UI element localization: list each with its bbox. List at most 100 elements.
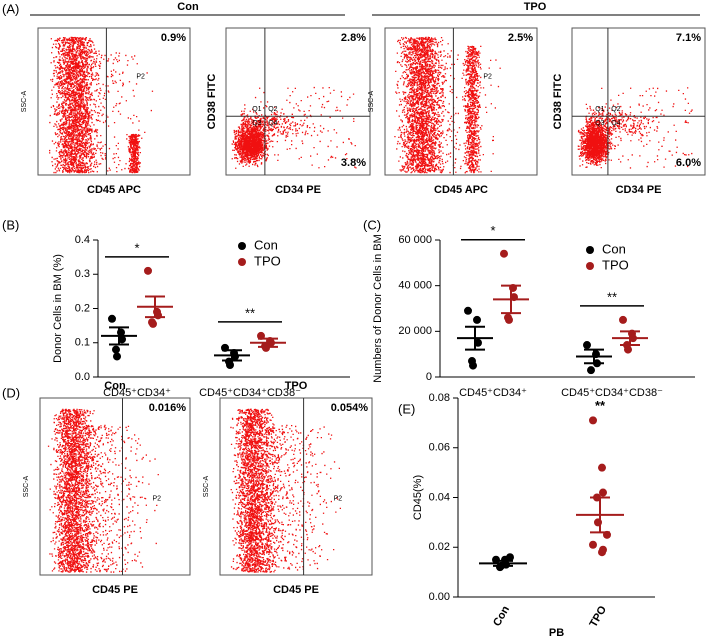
data-point	[583, 341, 591, 350]
data-point	[624, 345, 632, 354]
plot-title: Con	[104, 380, 126, 392]
data-point	[469, 361, 477, 370]
y-tick-label: 0.3	[75, 268, 90, 280]
y-tick-label: 0.2	[75, 302, 90, 314]
legend-marker	[238, 242, 246, 250]
event-cloud	[47, 408, 159, 573]
x-axis-title: CD34 PE	[616, 184, 662, 196]
event-cloud	[49, 36, 154, 174]
quadrant-label: Q1	[595, 106, 604, 113]
data-point	[108, 314, 116, 323]
data-point	[464, 306, 472, 315]
gate-label: P2	[334, 496, 343, 503]
x-tick-label: CD45⁺CD34⁺CD38⁻	[561, 387, 663, 399]
event-cloud	[230, 408, 341, 573]
x-tick-label: CD45⁺CD34⁺	[103, 387, 171, 399]
significance-mark: *	[490, 223, 495, 238]
quadrant-label: Q4	[611, 120, 620, 127]
event-cloud	[231, 86, 357, 169]
legend-marker	[238, 258, 246, 266]
error-bar	[584, 348, 604, 365]
y-tick-label: 0.08	[429, 392, 450, 404]
y-tick-label: 0.00	[429, 591, 450, 603]
y-axis-title: SSC-A	[368, 90, 375, 112]
x-axis-title: CD45 PE	[273, 584, 319, 596]
x-axis-title: CD45 APC	[87, 184, 141, 196]
quadrant-label: Q4	[268, 120, 277, 127]
y-tick-label: 0.06	[429, 442, 450, 454]
y-axis-title: Numbers of Donor Cells in BM	[372, 234, 384, 383]
y-axis-title: CD45(%)	[412, 475, 424, 520]
y-axis-title: CD38 FITC	[552, 74, 564, 130]
gate-percent: 0.016%	[149, 402, 187, 414]
significance-mark: **	[245, 305, 255, 320]
quadrant-label: Q2	[611, 106, 620, 113]
error-bar	[590, 496, 610, 534]
significance-mark: **	[595, 398, 606, 413]
error-bar	[501, 284, 521, 315]
x-tick-label: TPO	[587, 604, 609, 630]
data-point	[500, 249, 508, 258]
y-tick-label: 40 000	[398, 280, 432, 292]
panel-label: (B)	[2, 217, 19, 232]
gate-percent: 3.8%	[341, 157, 366, 169]
panel-label: (C)	[363, 217, 381, 232]
legend-label: Con	[254, 237, 278, 252]
y-tick-label: 0.4	[75, 234, 90, 246]
x-axis-title: CD45 APC	[434, 184, 488, 196]
x-axis-title: CD45 PE	[92, 584, 138, 596]
data-point	[149, 319, 157, 328]
data-point	[599, 545, 607, 554]
event-cloud	[394, 36, 501, 174]
plot-title: TPO	[285, 380, 308, 392]
x-axis-title: CD34 PE	[275, 184, 321, 196]
error-bar	[109, 326, 129, 346]
y-axis-title: SSC-A	[203, 475, 210, 497]
y-tick-label: 60 000	[398, 234, 432, 246]
gate-percent: 2.5%	[508, 32, 533, 44]
panel-label: (E)	[398, 401, 415, 416]
plot-frame	[37, 27, 191, 176]
data-point	[589, 416, 597, 425]
x-tick-label: Con	[491, 604, 512, 629]
x-tick-label: CD45⁺CD34⁺CD38⁻	[199, 387, 301, 399]
quadrant-label: Q3	[595, 120, 604, 127]
gate-percent: 0.054%	[331, 402, 369, 414]
y-tick-label: 0.1	[75, 337, 90, 349]
legend-marker	[586, 246, 594, 254]
legend-marker	[586, 262, 594, 270]
y-axis-title: CD38 FITC	[206, 74, 218, 130]
y-tick-label: 0	[426, 371, 432, 383]
quadrant-label: Q3	[252, 120, 261, 127]
data-point	[589, 540, 597, 549]
legend-label: TPO	[254, 253, 281, 268]
error-bar	[258, 337, 278, 348]
error-bar	[620, 330, 640, 347]
gate-percent: 0.9%	[161, 32, 186, 44]
data-point	[599, 488, 607, 497]
y-tick-label: 0.02	[429, 541, 450, 553]
quadrant-label: Q2	[268, 106, 277, 113]
error-bar	[465, 325, 485, 351]
data-point	[598, 463, 606, 472]
legend-label: TPO	[602, 257, 629, 272]
gate-percent: 6.0%	[676, 157, 701, 169]
group-title: Con	[177, 1, 199, 13]
gate-percent: 2.8%	[341, 32, 366, 44]
gate-percent: 7.1%	[676, 32, 701, 44]
significance-mark: **	[607, 289, 617, 304]
error-bar	[222, 349, 242, 362]
data-point	[505, 315, 513, 324]
data-point	[587, 366, 595, 375]
gate-label: P2	[136, 73, 145, 80]
error-bar	[493, 559, 513, 567]
data-point	[619, 315, 627, 324]
event-cloud	[577, 87, 693, 169]
panel-label: (A)	[2, 1, 19, 16]
data-point	[226, 361, 234, 370]
gate-label: P2	[483, 73, 492, 80]
significance-mark: *	[134, 240, 139, 255]
legend-label: Con	[602, 241, 626, 256]
error-bar	[145, 295, 165, 319]
gate-label: P2	[153, 496, 162, 503]
